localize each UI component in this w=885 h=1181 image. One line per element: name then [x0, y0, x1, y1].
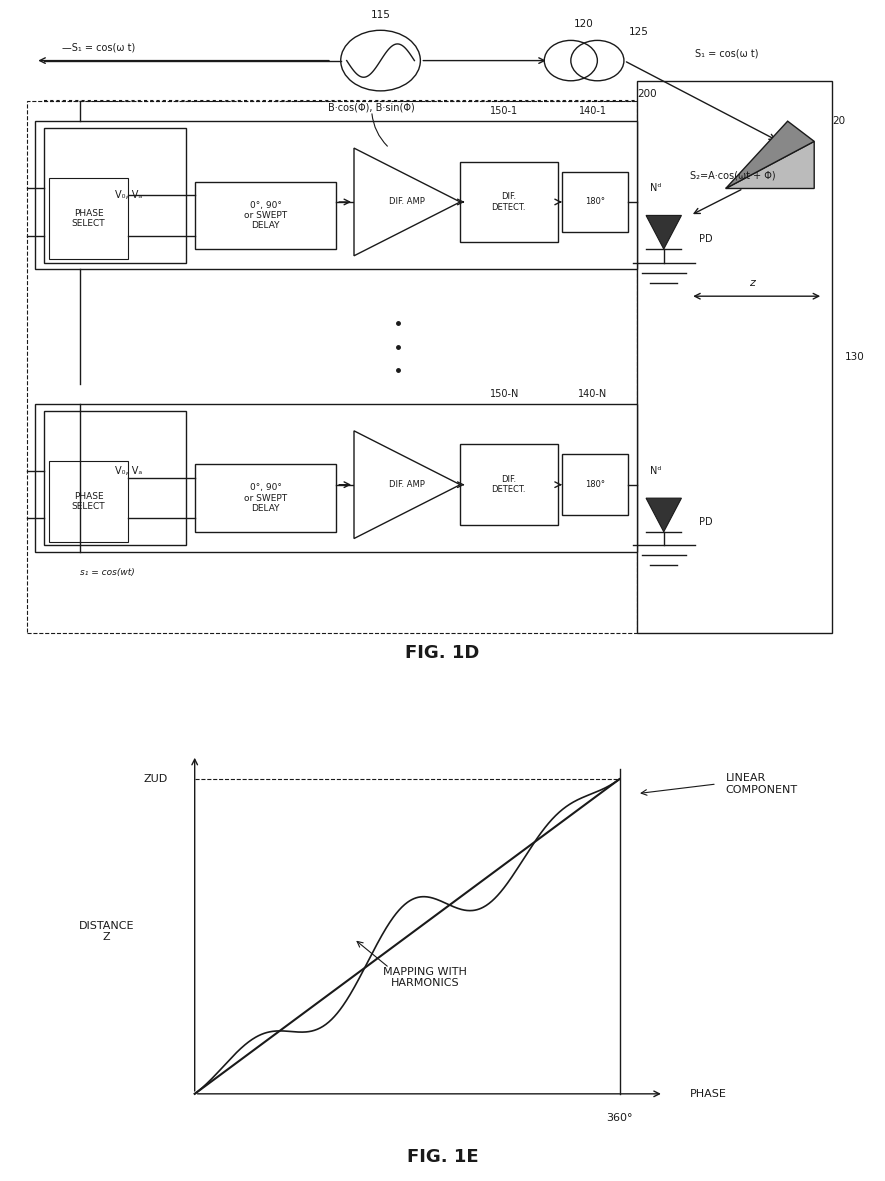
Text: 140-1: 140-1 — [579, 106, 607, 116]
Text: S₁ = cos(ω t): S₁ = cos(ω t) — [695, 48, 758, 59]
Bar — [44, 128, 186, 262]
Text: 360°: 360° — [606, 1113, 633, 1123]
Text: PD: PD — [699, 234, 712, 244]
Text: Nᵈ: Nᵈ — [650, 466, 662, 476]
Text: 180°: 180° — [585, 197, 604, 207]
Bar — [27, 102, 637, 633]
Text: MAPPING WITH
HARMONICS: MAPPING WITH HARMONICS — [383, 967, 466, 988]
Text: DIF. AMP: DIF. AMP — [389, 481, 425, 489]
Bar — [195, 464, 336, 531]
Text: 0°, 90°
or SWEPT
DELAY: 0°, 90° or SWEPT DELAY — [244, 483, 287, 513]
Bar — [195, 182, 336, 249]
Text: DISTANCE
Z: DISTANCE Z — [79, 921, 134, 942]
Text: PHASE
SELECT: PHASE SELECT — [72, 209, 105, 228]
Bar — [562, 455, 628, 515]
Text: 115: 115 — [371, 11, 390, 20]
Text: DIF.
DETECT.: DIF. DETECT. — [492, 475, 526, 495]
Bar — [44, 411, 186, 546]
Bar — [460, 444, 558, 526]
Polygon shape — [354, 431, 460, 539]
Text: S₂=A·cos(ωt + Φ): S₂=A·cos(ωt + Φ) — [690, 170, 776, 180]
Text: FIG. 1E: FIG. 1E — [407, 1148, 478, 1166]
Text: LINEAR
COMPONENT: LINEAR COMPONENT — [726, 774, 797, 795]
Text: B·cos(Φ), B·sin(Φ): B·cos(Φ), B·sin(Φ) — [328, 103, 415, 112]
Polygon shape — [726, 122, 814, 189]
Text: 0°, 90°
or SWEPT
DELAY: 0°, 90° or SWEPT DELAY — [244, 201, 287, 230]
Text: 180°: 180° — [585, 481, 604, 489]
Text: Nᵈ: Nᵈ — [650, 183, 662, 194]
Text: ZUD: ZUD — [144, 774, 168, 784]
Text: PHASE: PHASE — [690, 1089, 727, 1098]
Bar — [35, 122, 637, 269]
Text: —S₁ = cos(ω t): —S₁ = cos(ω t) — [62, 43, 135, 52]
Polygon shape — [354, 148, 460, 256]
Text: 150-N: 150-N — [489, 389, 519, 399]
Text: 130: 130 — [845, 352, 865, 361]
Text: V₀, Vₐ: V₀, Vₐ — [115, 190, 142, 201]
Polygon shape — [646, 498, 681, 531]
Bar — [35, 404, 637, 552]
Text: 140-N: 140-N — [578, 389, 608, 399]
Text: s₁ = cos(wt): s₁ = cos(wt) — [80, 568, 135, 576]
Text: PD: PD — [699, 517, 712, 527]
Polygon shape — [646, 215, 681, 249]
Text: FIG. 1D: FIG. 1D — [405, 644, 480, 663]
Bar — [49, 461, 128, 542]
Text: 200: 200 — [637, 90, 657, 99]
Text: V₀, Vₐ: V₀, Vₐ — [115, 466, 142, 476]
Bar — [49, 178, 128, 259]
Text: 20: 20 — [832, 116, 845, 126]
Text: 125: 125 — [628, 27, 648, 38]
Polygon shape — [726, 142, 814, 189]
Bar — [460, 162, 558, 242]
Bar — [637, 80, 832, 633]
Bar — [562, 171, 628, 233]
Text: z: z — [750, 278, 755, 288]
Text: DIF.
DETECT.: DIF. DETECT. — [492, 193, 526, 211]
Text: 150-1: 150-1 — [490, 106, 519, 116]
Text: PHASE
SELECT: PHASE SELECT — [72, 491, 105, 511]
Text: 120: 120 — [574, 19, 594, 28]
Text: DIF. AMP: DIF. AMP — [389, 197, 425, 207]
